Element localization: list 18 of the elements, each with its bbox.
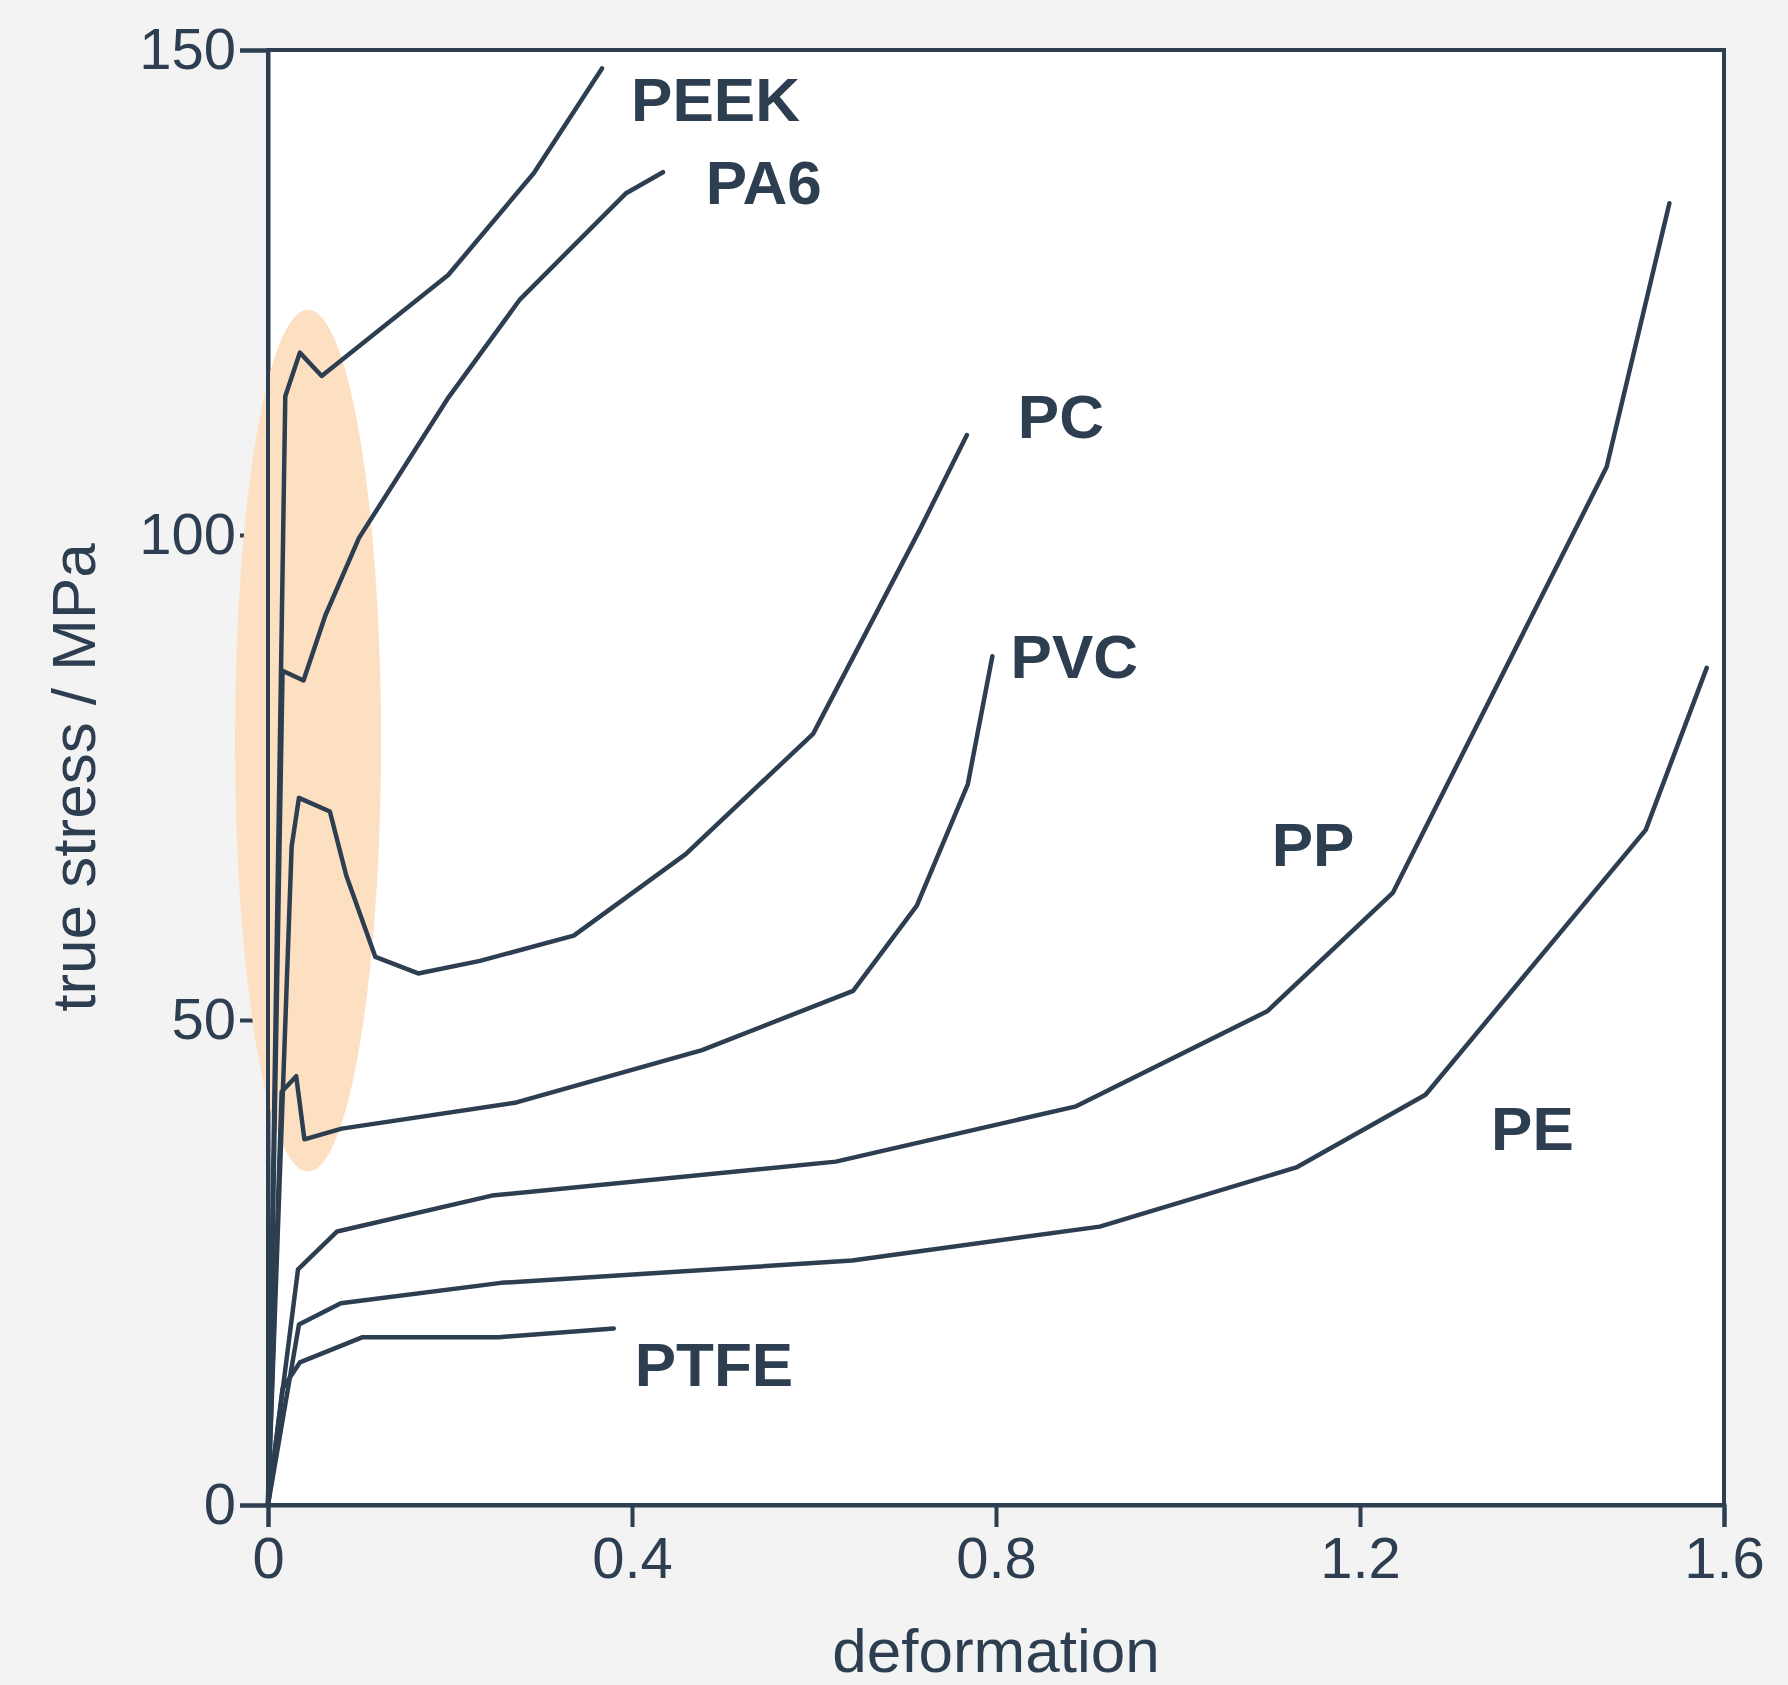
y-axis-title: true stress / MPa <box>39 542 108 1012</box>
y-tick-label: 150 <box>139 16 236 82</box>
x-tick-label: 1.6 <box>1684 1525 1765 1591</box>
x-tick-label: 0 <box>252 1525 285 1591</box>
y-tick-label: 100 <box>139 501 236 567</box>
y-tick-label: 0 <box>203 1471 236 1537</box>
series-label: PVC <box>1010 621 1139 691</box>
series-label: PA6 <box>705 147 822 217</box>
y-tick-label: 50 <box>171 986 236 1052</box>
series-label: PP <box>1271 810 1355 880</box>
series-label: PEEK <box>631 65 801 135</box>
x-axis-title: deformation <box>832 1616 1160 1685</box>
series-label: PTFE <box>634 1330 794 1400</box>
x-tick-label: 0.4 <box>592 1525 673 1591</box>
series-label: PE <box>1491 1094 1574 1164</box>
x-tick-label: 1.2 <box>1320 1525 1401 1591</box>
series-label: PC <box>1017 382 1104 452</box>
x-tick-label: 0.8 <box>956 1525 1037 1591</box>
